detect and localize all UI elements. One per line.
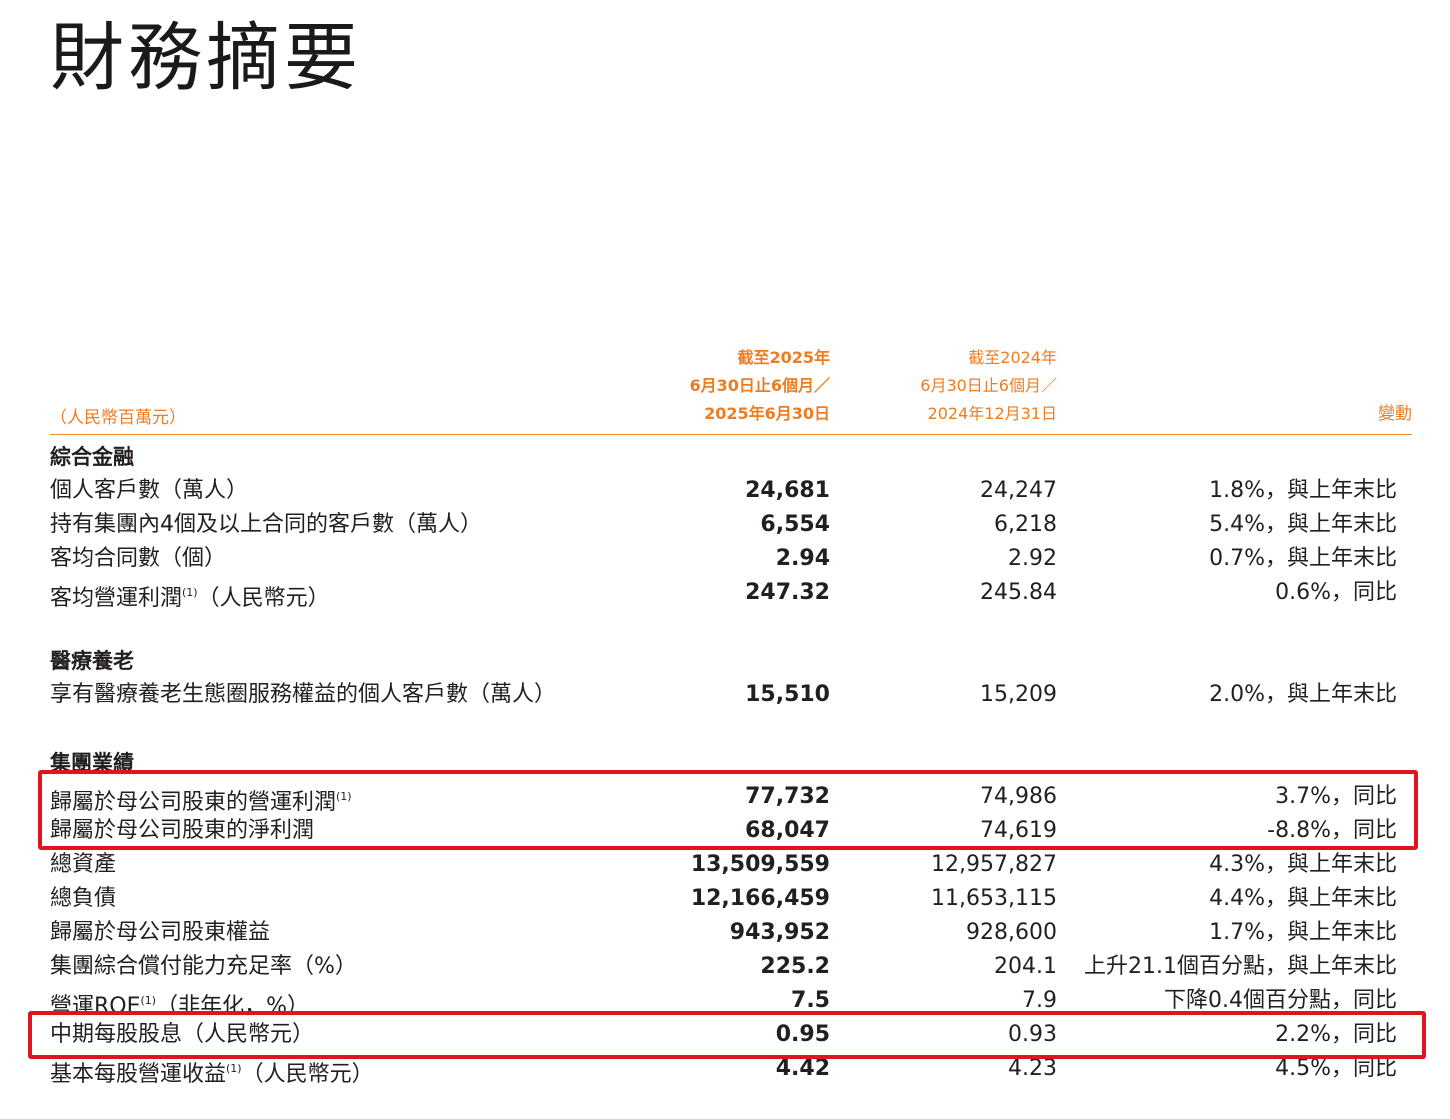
row-label: 基本每股營運收益(1)（人民幣元） (50, 1062, 374, 1087)
unit-note: （人民幣百萬元） (50, 408, 186, 428)
row-label: 客均營運利潤(1)（人民幣元） (50, 586, 330, 611)
row-label: 集團綜合償付能力充足率（%） (50, 954, 357, 979)
previous-value: 2.92 (1008, 546, 1057, 571)
footnote-marker: (1) (226, 1062, 242, 1075)
change-value: 0.7%，與上年末比 (1209, 546, 1397, 571)
previous-value: 0.93 (1008, 1022, 1057, 1047)
row-label-suffix: （人民幣元） (197, 586, 330, 611)
section-heading: 醫療養老 (50, 649, 134, 673)
change-value: 1.7%，與上年末比 (1209, 920, 1397, 945)
footnote-marker: (1) (140, 994, 157, 1007)
previous-value: 7.9 (1022, 988, 1057, 1013)
current-value: 24,681 (745, 478, 830, 503)
current-value: 15,510 (745, 682, 830, 707)
change-value: 4.4%，與上年末比 (1209, 886, 1397, 911)
row-label: 歸屬於母公司股東的營運利潤(1) (50, 790, 352, 815)
table-row: 個人客戶數（萬人） 24,681 24,247 1.8%，與上年末比 (50, 474, 1397, 508)
footnote-marker: (1) (182, 586, 198, 599)
row-label: 持有集團內4個及以上合同的客戶數（萬人） (50, 512, 482, 537)
previous-value: 4.23 (1008, 1056, 1057, 1081)
change-value: 2.0%，與上年末比 (1209, 682, 1397, 707)
row-label: 總資產 (50, 852, 117, 877)
row-label: 中期每股股息（人民幣元） (50, 1022, 315, 1047)
change-value: 下降0.4個百分點，同比 (1164, 988, 1397, 1013)
table-row: 總資產 13,509,559 12,957,827 4.3%，與上年末比 (50, 848, 1397, 882)
table-row: 持有集團內4個及以上合同的客戶數（萬人） 6,554 6,218 5.4%，與上年末比 (50, 508, 1397, 542)
table-row: 總負債 12,166,459 11,653,115 4.4%，與上年末比 (50, 882, 1397, 916)
row-label: 客均合同數（個） (50, 546, 227, 571)
current-value: 943,952 (729, 920, 830, 945)
change-value: 4.5%，同比 (1275, 1056, 1397, 1081)
change-value: 4.3%，與上年末比 (1209, 852, 1397, 877)
table-row: 客均合同數（個） 2.94 2.92 0.7%，與上年末比 (50, 542, 1397, 576)
table-row: 中期每股股息（人民幣元） 0.95 0.93 2.2%，同比 (50, 1018, 1397, 1052)
change-value: 0.6%，同比 (1275, 580, 1397, 605)
change-value: 上升21.1個百分點，與上年末比 (1084, 954, 1397, 979)
current-period-header: 截至2025年 6月30日止6個月／ 2025年6月30日 (689, 348, 830, 423)
current-value: 77,732 (745, 784, 830, 809)
previous-value: 24,247 (980, 478, 1057, 503)
change-value: 3.7%，同比 (1275, 784, 1397, 809)
previous-value: 204.1 (994, 954, 1057, 979)
previous-value: 74,619 (980, 818, 1057, 843)
table-row: 歸屬於母公司股東的營運利潤(1) 77,732 74,986 3.7%，同比 (50, 780, 1397, 815)
section-heading: 綜合金融 (50, 445, 134, 469)
current-value: 0.95 (775, 1022, 830, 1047)
row-label: 歸屬於母公司股東的淨利潤 (50, 818, 315, 843)
change-value: 1.8%，與上年末比 (1209, 478, 1397, 503)
page-title: 財務摘要 (50, 15, 362, 101)
previous-value: 15,209 (980, 682, 1057, 707)
change-value: 2.2%，同比 (1275, 1022, 1397, 1047)
previous-value: 928,600 (966, 920, 1057, 945)
footnote-marker: (1) (336, 790, 352, 803)
table-row: 營運ROE(1)（非年化，%） 7.5 7.9 下降0.4個百分點，同比 (50, 984, 1397, 1019)
row-label: 享有醫療養老生態圈服務權益的個人客戶數（萬人） (50, 682, 557, 707)
current-value: 247.32 (745, 580, 830, 605)
current-value: 225.2 (760, 954, 830, 979)
table-row: 享有醫療養老生態圈服務權益的個人客戶數（萬人） 15,510 15,209 2.0%，… (50, 678, 1397, 712)
table-header: （人民幣百萬元） 截至2025年 6月30日止6個月／ 2025年6月30日 截… (50, 346, 1412, 435)
row-label-suffix: （非年化，%） (156, 994, 310, 1019)
table-row: 基本每股營運收益(1)（人民幣元） 4.42 4.23 4.5%，同比 (50, 1052, 1397, 1087)
previous-value: 6,218 (994, 512, 1057, 537)
previous-value: 245.84 (980, 580, 1057, 605)
table-row: 歸屬於母公司股東的淨利潤 68,047 74,619 -8.8%，同比 (50, 814, 1397, 848)
previous-value: 11,653,115 (931, 886, 1057, 911)
current-value: 12,166,459 (690, 886, 830, 911)
previous-value: 74,986 (980, 784, 1057, 809)
previous-value: 12,957,827 (931, 852, 1057, 877)
table-row: 歸屬於母公司股東權益 943,952 928,600 1.7%，與上年末比 (50, 916, 1397, 950)
row-label: 總負債 (50, 886, 117, 911)
current-value: 68,047 (745, 818, 830, 843)
previous-period-header: 截至2024年 6月30日止6個月／ 2024年12月31日 (920, 348, 1057, 423)
table-row: 客均營運利潤(1)（人民幣元） 247.32 245.84 0.6%，同比 (50, 576, 1397, 611)
current-value: 2.94 (775, 546, 830, 571)
current-value: 6,554 (760, 512, 830, 537)
table-row: 集團綜合償付能力充足率（%） 225.2 204.1 上升21.1個百分點，與上年末比 (50, 950, 1397, 984)
row-label: 個人客戶數（萬人） (50, 478, 249, 503)
section-heading: 集團業績 (50, 751, 134, 775)
change-header: 變動 (1378, 404, 1412, 424)
row-label: 歸屬於母公司股東權益 (50, 920, 271, 945)
change-value: 5.4%，與上年末比 (1209, 512, 1397, 537)
current-value: 13,509,559 (690, 852, 830, 877)
row-label-suffix: （人民幣元） (241, 1062, 374, 1087)
change-value: -8.8%，同比 (1267, 818, 1397, 843)
current-value: 4.42 (775, 1056, 830, 1081)
current-value: 7.5 (791, 988, 830, 1013)
